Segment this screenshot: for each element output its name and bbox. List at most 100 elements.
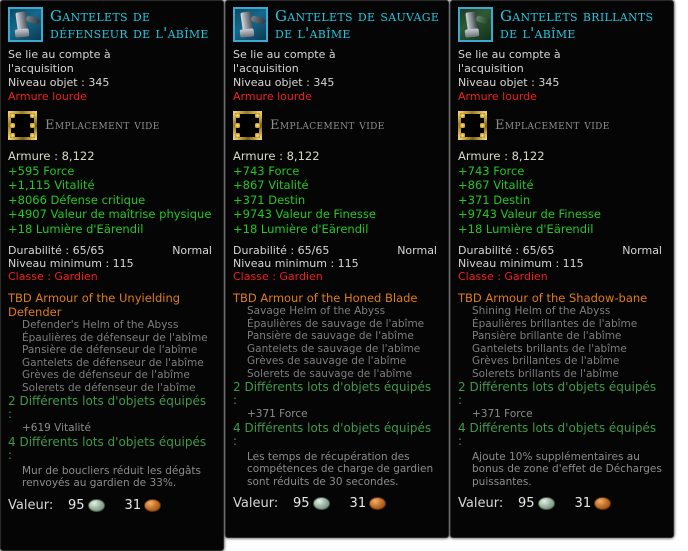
set-piece: Gantelets de sauvage de l'abîme xyxy=(247,342,421,355)
empty-slot-icon[interactable] xyxy=(233,111,262,140)
stat-line: +1,115 Vitalité xyxy=(8,178,95,192)
empty-slot-row[interactable]: Emplacement vide xyxy=(8,111,216,140)
copper-amount: 31 xyxy=(574,496,592,511)
set-bonus-2-text: +371 Force xyxy=(247,408,308,420)
empty-slot-icon[interactable] xyxy=(8,111,37,140)
stat-line: +18 Lumière d'Eärendil xyxy=(8,221,144,236)
copper-coin-icon xyxy=(594,497,612,510)
bind-line-2: l'acquisition xyxy=(458,62,524,75)
armor-class: Armure lourde xyxy=(458,90,537,103)
empty-slot-row[interactable]: Emplacement vide xyxy=(233,111,441,140)
empty-slot-label: Emplacement vide xyxy=(45,118,160,133)
durability-value: Durabilité : 65/65 xyxy=(8,244,105,257)
condition-value: Normal xyxy=(622,244,662,257)
value-label: Valeur: xyxy=(458,496,504,511)
armour-value: Armure : 8,122 xyxy=(233,149,320,163)
gauntlets-icon xyxy=(8,7,43,42)
armour-value: Armure : 8,122 xyxy=(8,149,95,163)
set-bonus-2-header: 2 Différents lots d'objets équipés xyxy=(458,380,657,394)
value-row: Valeur: 95 31 xyxy=(458,497,666,510)
set-bonus-2-text: +619 Vitalité xyxy=(22,422,92,434)
stat-line: +595 Force xyxy=(8,163,75,178)
set-piece: Pansière de défenseur de l'abîme xyxy=(22,344,198,356)
silver-group: 95 xyxy=(293,497,330,510)
bind-line-2: l'acquisition xyxy=(8,62,74,75)
set-piece: Shining Helm of the Abyss xyxy=(472,305,611,317)
set-bonus-4-text: Mur de boucliers réduit les dégâts renvo… xyxy=(22,464,202,490)
set-bonus-4-header: 4 Différents lots d'objets équipés xyxy=(8,434,207,449)
durability-value: Durabilité : 65/65 xyxy=(233,244,330,257)
set-bonus-4-text: Les temps de récupération des compétence… xyxy=(247,450,434,488)
set-bonus-2-header: 2 Différents lots d'objets équipés xyxy=(8,394,207,408)
item-title: Gantelets de défenseur de l'abîme xyxy=(50,7,209,42)
set-piece: Pansière brillante de l'abîme xyxy=(472,330,622,342)
class-requirement: Classe : Gardien xyxy=(458,270,548,283)
item-tooltip-3: Gantelets brillants de l'abîme Se lie au… xyxy=(450,0,674,538)
set-piece: Gantelets de défenseur de l'abîme xyxy=(22,356,204,369)
bind-block: Se lie au compte à l'acquisition Niveau … xyxy=(8,48,216,104)
min-level: Niveau minimum : 115 xyxy=(8,257,134,270)
silver-coin-icon xyxy=(537,497,555,510)
silver-amount: 95 xyxy=(293,496,310,511)
bind-line-1: Se lie au compte à xyxy=(233,48,336,61)
empty-slot-label: Emplacement vide xyxy=(495,118,610,133)
bind-line-2: l'acquisition xyxy=(233,62,299,75)
copper-group: 31 xyxy=(575,497,612,510)
set-piece: Épaulières de sauvage de l'abîme xyxy=(247,317,425,330)
set-name: TBD Armour of the Unyielding Defender xyxy=(8,291,181,319)
set-bonus-colon: : xyxy=(458,393,463,407)
silver-amount: 95 xyxy=(518,496,535,511)
empty-slot-label: Emplacement vide xyxy=(270,118,385,133)
set-piece: Savage Helm of the Abyss xyxy=(247,305,386,317)
empty-slot-icon[interactable] xyxy=(458,111,487,140)
set-piece: Gantelets brillants de l'abîme xyxy=(472,342,627,355)
set-bonus-colon: : xyxy=(233,393,238,407)
tooltip-header: Gantelets de défenseur de l'abîme xyxy=(8,7,216,44)
class-requirement: Classe : Gardien xyxy=(233,270,323,283)
tooltip-header: Gantelets brillants de l'abîme xyxy=(458,7,666,44)
stats-block: Armure : 8,122 +743 Force +867 Vitalité … xyxy=(233,149,441,236)
bind-block: Se lie au compte à l'acquisition Niveau … xyxy=(233,48,441,104)
set-piece: Defender's Helm of the Abyss xyxy=(22,319,179,331)
bind-line-1: Se lie au compte à xyxy=(458,48,561,61)
copper-coin-icon xyxy=(144,498,162,512)
stat-line: +18 Lumière d'Eärendil xyxy=(233,221,369,236)
condition-value: Normal xyxy=(172,244,212,257)
durability-row: Durabilité : 65/65 Normal xyxy=(458,244,666,257)
stat-line: +743 Force xyxy=(233,163,300,178)
tooltip-header: Gantelets de sauvage de l'abîme xyxy=(233,7,441,44)
armour-value: Armure : 8,122 xyxy=(458,149,545,163)
set-bonus-4-header: 4 Différents lots d'objets équipés xyxy=(458,420,657,435)
set-bonus-2-header: 2 Différents lots d'objets équipés xyxy=(233,380,432,394)
set-bonus-4-text: Ajoute 10% supplémentaires au bonus de z… xyxy=(472,450,662,488)
gauntlets-green-icon xyxy=(458,7,493,42)
item-level: Niveau objet : 345 xyxy=(233,76,335,89)
durability-row: Durabilité : 65/65 Normal xyxy=(233,244,441,257)
tooltip-row: Gantelets de défenseur de l'abîme Se lie… xyxy=(0,0,674,551)
item-level: Niveau objet : 345 xyxy=(8,76,110,89)
value-label: Valeur: xyxy=(233,496,279,511)
bind-block: Se lie au compte à l'acquisition Niveau … xyxy=(458,48,666,104)
set-bonus-colon: : xyxy=(458,433,463,448)
stat-line: +371 Destin xyxy=(233,192,306,207)
copper-amount: 31 xyxy=(124,497,142,513)
set-piece: Pansière de sauvage de l'abîme xyxy=(247,330,414,342)
set-piece: Grèves de sauvage de l'abîme xyxy=(247,355,407,367)
item-title: Gantelets de sauvage de l'abîme xyxy=(275,7,440,42)
set-bonus-colon: : xyxy=(8,407,13,421)
gauntlets-icon xyxy=(233,7,268,42)
durability-row: Durabilité : 65/65 Normal xyxy=(8,244,216,257)
set-name: TBD Armour of the Shadow-bane xyxy=(458,291,648,305)
empty-slot-row[interactable]: Emplacement vide xyxy=(458,111,666,140)
bind-line-1: Se lie au compte à xyxy=(8,48,111,61)
class-requirement: Classe : Gardien xyxy=(8,270,98,283)
set-piece: Solerets de défenseur de l'abîme xyxy=(22,381,196,394)
set-piece: Grèves de défenseur de l'abîme xyxy=(22,369,190,381)
set-bonus-2-text: +371 Force xyxy=(472,408,533,420)
armor-class: Armure lourde xyxy=(8,90,87,103)
stat-line: +4907 Valeur de maîtrise physique xyxy=(8,207,212,221)
stats-block: Armure : 8,122 +743 Force +867 Vitalité … xyxy=(458,149,666,236)
stat-line: +743 Force xyxy=(458,163,525,178)
silver-coin-icon xyxy=(312,497,330,510)
min-level: Niveau minimum : 115 xyxy=(233,257,359,270)
